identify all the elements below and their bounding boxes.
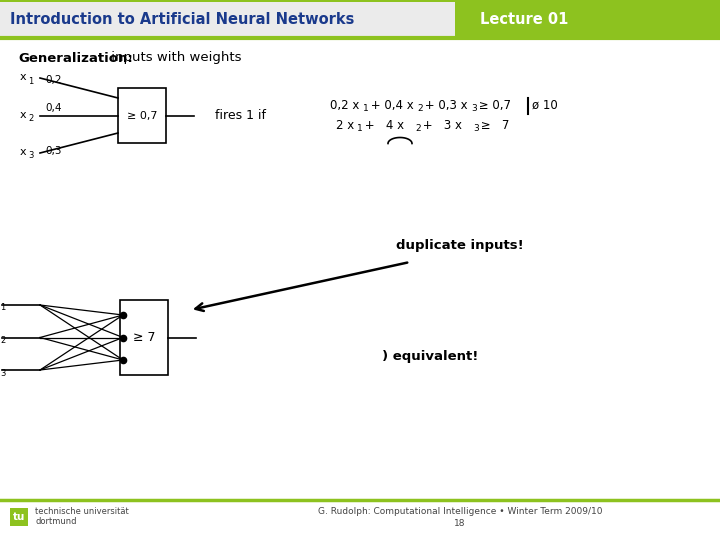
Text: 1: 1	[28, 77, 33, 85]
Text: 1: 1	[363, 104, 369, 113]
Text: ≥ 0,7: ≥ 0,7	[475, 99, 511, 112]
Text: 2: 2	[417, 104, 423, 113]
Text: 0,2: 0,2	[45, 75, 61, 85]
Text: 0,4: 0,4	[45, 104, 61, 113]
Bar	[0, 0, 720, 38]
Text: ≥   7: ≥ 7	[477, 119, 509, 132]
Text: 18: 18	[454, 519, 466, 529]
Text: + 0,3 x: + 0,3 x	[421, 99, 467, 112]
Text: Introduction to Artificial Neural Networks: Introduction to Artificial Neural Networ…	[10, 11, 354, 26]
Bar	[118, 88, 166, 143]
Text: ) equivalent!: ) equivalent!	[382, 350, 478, 363]
Text: 3: 3	[471, 104, 477, 113]
Text: Generalization:: Generalization:	[18, 51, 132, 64]
Text: ø 10: ø 10	[532, 99, 558, 112]
Text: 2 x: 2 x	[336, 119, 354, 132]
Text: 1: 1	[357, 124, 363, 133]
Text: 0,3: 0,3	[45, 146, 61, 156]
Text: G. Rudolph: Computational Intelligence • Winter Term 2009/10: G. Rudolph: Computational Intelligence •…	[318, 508, 602, 516]
Text: 2: 2	[28, 114, 33, 123]
Text: +   4 x: + 4 x	[361, 119, 404, 132]
Bar	[0, 2, 455, 36]
Text: duplicate inputs!: duplicate inputs!	[396, 239, 524, 252]
Text: 0,2 x: 0,2 x	[330, 99, 359, 112]
Text: + 0,4 x: + 0,4 x	[367, 99, 414, 112]
Text: x: x	[20, 147, 27, 157]
Bar	[120, 300, 168, 375]
Text: 3: 3	[28, 152, 33, 160]
Text: +   3 x: + 3 x	[419, 119, 462, 132]
Text: inputs with weights: inputs with weights	[107, 51, 241, 64]
Text: technische universität: technische universität	[35, 508, 129, 516]
Text: tu: tu	[13, 512, 25, 522]
Text: 3: 3	[473, 124, 479, 133]
Text: ≥ 7: ≥ 7	[132, 331, 156, 344]
Text: x: x	[20, 110, 27, 119]
Text: fires 1 if: fires 1 if	[215, 109, 266, 122]
Text: ≥ 0,7: ≥ 0,7	[127, 111, 157, 120]
Text: x: x	[20, 72, 27, 82]
Text: dortmund: dortmund	[35, 517, 76, 526]
Text: 2: 2	[415, 124, 420, 133]
Text: 2: 2	[0, 336, 5, 345]
Text: 3: 3	[0, 368, 5, 377]
Bar	[10, 508, 28, 526]
Text: Lecture 01: Lecture 01	[480, 11, 568, 26]
Text: 1: 1	[0, 303, 5, 313]
